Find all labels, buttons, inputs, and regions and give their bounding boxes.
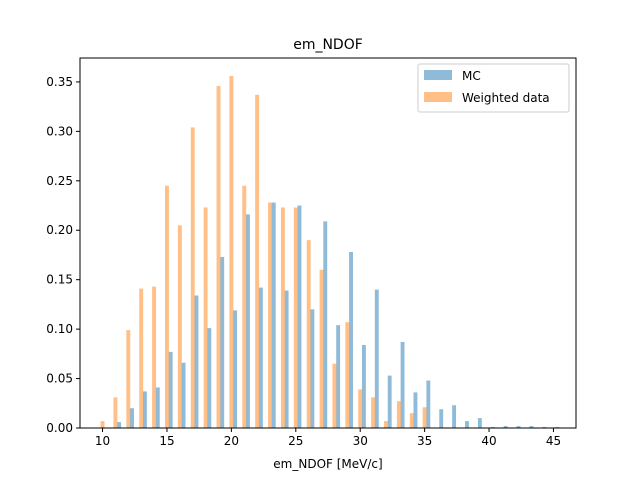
x-tick-label: 10 — [95, 434, 110, 448]
y-tick-label: 0.10 — [46, 322, 73, 336]
y-tick-label: 0.05 — [46, 372, 73, 386]
bar-mc — [310, 309, 315, 428]
bar-mc — [323, 221, 328, 428]
bar-mc — [207, 328, 212, 428]
bar-mc — [452, 405, 457, 428]
bars-layer — [100, 76, 560, 428]
bar-mc — [233, 310, 238, 428]
bar-mc — [297, 205, 302, 428]
bar-weighted-data — [345, 322, 350, 428]
bar-mc — [516, 426, 521, 428]
bar-mc — [284, 290, 289, 428]
bar-weighted-data — [293, 207, 298, 428]
y-tick-label: 0.00 — [46, 421, 73, 435]
bar-mc — [465, 421, 469, 428]
bar-mc — [142, 391, 147, 428]
bar-mc — [529, 426, 534, 428]
y-tick-label: 0.15 — [46, 273, 73, 287]
x-tick-label: 30 — [353, 434, 368, 448]
bar-mc — [117, 422, 122, 428]
legend: MC Weighted data — [417, 63, 570, 113]
bar-weighted-data — [280, 207, 285, 428]
bar-mc — [181, 362, 186, 428]
legend-swatch-weighted-data — [424, 92, 452, 102]
legend-box — [417, 63, 570, 113]
bar-weighted-data — [268, 202, 272, 428]
chart-title: em_NDOF — [293, 37, 363, 53]
bar-mc — [349, 252, 353, 428]
bar-weighted-data — [422, 407, 427, 428]
bar-mc — [477, 418, 482, 428]
bar-weighted-data — [100, 421, 105, 428]
bar-weighted-data — [409, 413, 414, 428]
bar-weighted-data — [358, 389, 363, 428]
y-tick-label: 0.30 — [46, 124, 73, 138]
bar-weighted-data — [139, 288, 144, 428]
y-tick-label: 0.20 — [46, 223, 73, 237]
x-axis-ticks: 10 15 20 25 30 35 40 45 — [95, 428, 561, 448]
bar-mc — [258, 287, 263, 428]
legend-swatch-mc — [424, 70, 452, 80]
bar-weighted-data — [319, 269, 324, 428]
bar-mc — [439, 409, 444, 428]
bar-weighted-data — [177, 225, 182, 428]
bar-weighted-data — [203, 207, 208, 428]
bar-mc — [155, 387, 160, 428]
x-tick-label: 15 — [159, 434, 174, 448]
bar-mc — [130, 408, 134, 428]
bar-weighted-data — [216, 85, 221, 428]
plot-frame — [79, 57, 577, 429]
bar-weighted-data — [255, 94, 260, 428]
bar-weighted-data — [242, 185, 247, 428]
bar-mc — [220, 256, 225, 428]
bar-mc — [426, 380, 431, 428]
y-tick-label: 0.35 — [46, 75, 73, 89]
bar-weighted-data — [229, 76, 234, 428]
bar-weighted-data — [396, 401, 401, 428]
bar-weighted-data — [190, 127, 195, 428]
bar-mc — [400, 341, 405, 428]
legend-label-mc: MC — [462, 69, 481, 83]
bar-weighted-data — [152, 286, 157, 428]
x-tick-label: 20 — [224, 434, 239, 448]
x-axis-label: em_NDOF [MeV/c] — [273, 457, 382, 471]
x-tick-label: 40 — [481, 434, 496, 448]
legend-label-weighted-data: Weighted data — [462, 91, 550, 105]
bar-weighted-data — [371, 397, 376, 428]
bar-weighted-data — [113, 397, 118, 428]
bar-weighted-data — [332, 363, 337, 428]
y-axis-ticks: 0.00 0.05 0.10 0.15 0.20 0.25 0.30 0.35 — [46, 75, 80, 435]
bar-mc — [336, 325, 341, 428]
bar-weighted-data — [126, 330, 131, 428]
x-tick-label: 25 — [288, 434, 303, 448]
x-tick-label: 35 — [417, 434, 432, 448]
bar-mc — [246, 214, 250, 428]
bar-weighted-data — [306, 240, 311, 428]
bar-weighted-data — [165, 185, 169, 428]
bar-mc — [503, 426, 508, 428]
bar-mc — [271, 202, 276, 428]
bar-mc — [168, 351, 173, 428]
bar-mc — [387, 375, 392, 428]
x-tick-label: 45 — [546, 434, 561, 448]
bar-weighted-data — [384, 421, 388, 428]
bar-mc — [374, 289, 379, 428]
bar-mc — [413, 392, 418, 428]
bar-mc — [361, 344, 366, 428]
y-tick-label: 0.25 — [46, 174, 73, 188]
bar-mc — [194, 295, 199, 428]
